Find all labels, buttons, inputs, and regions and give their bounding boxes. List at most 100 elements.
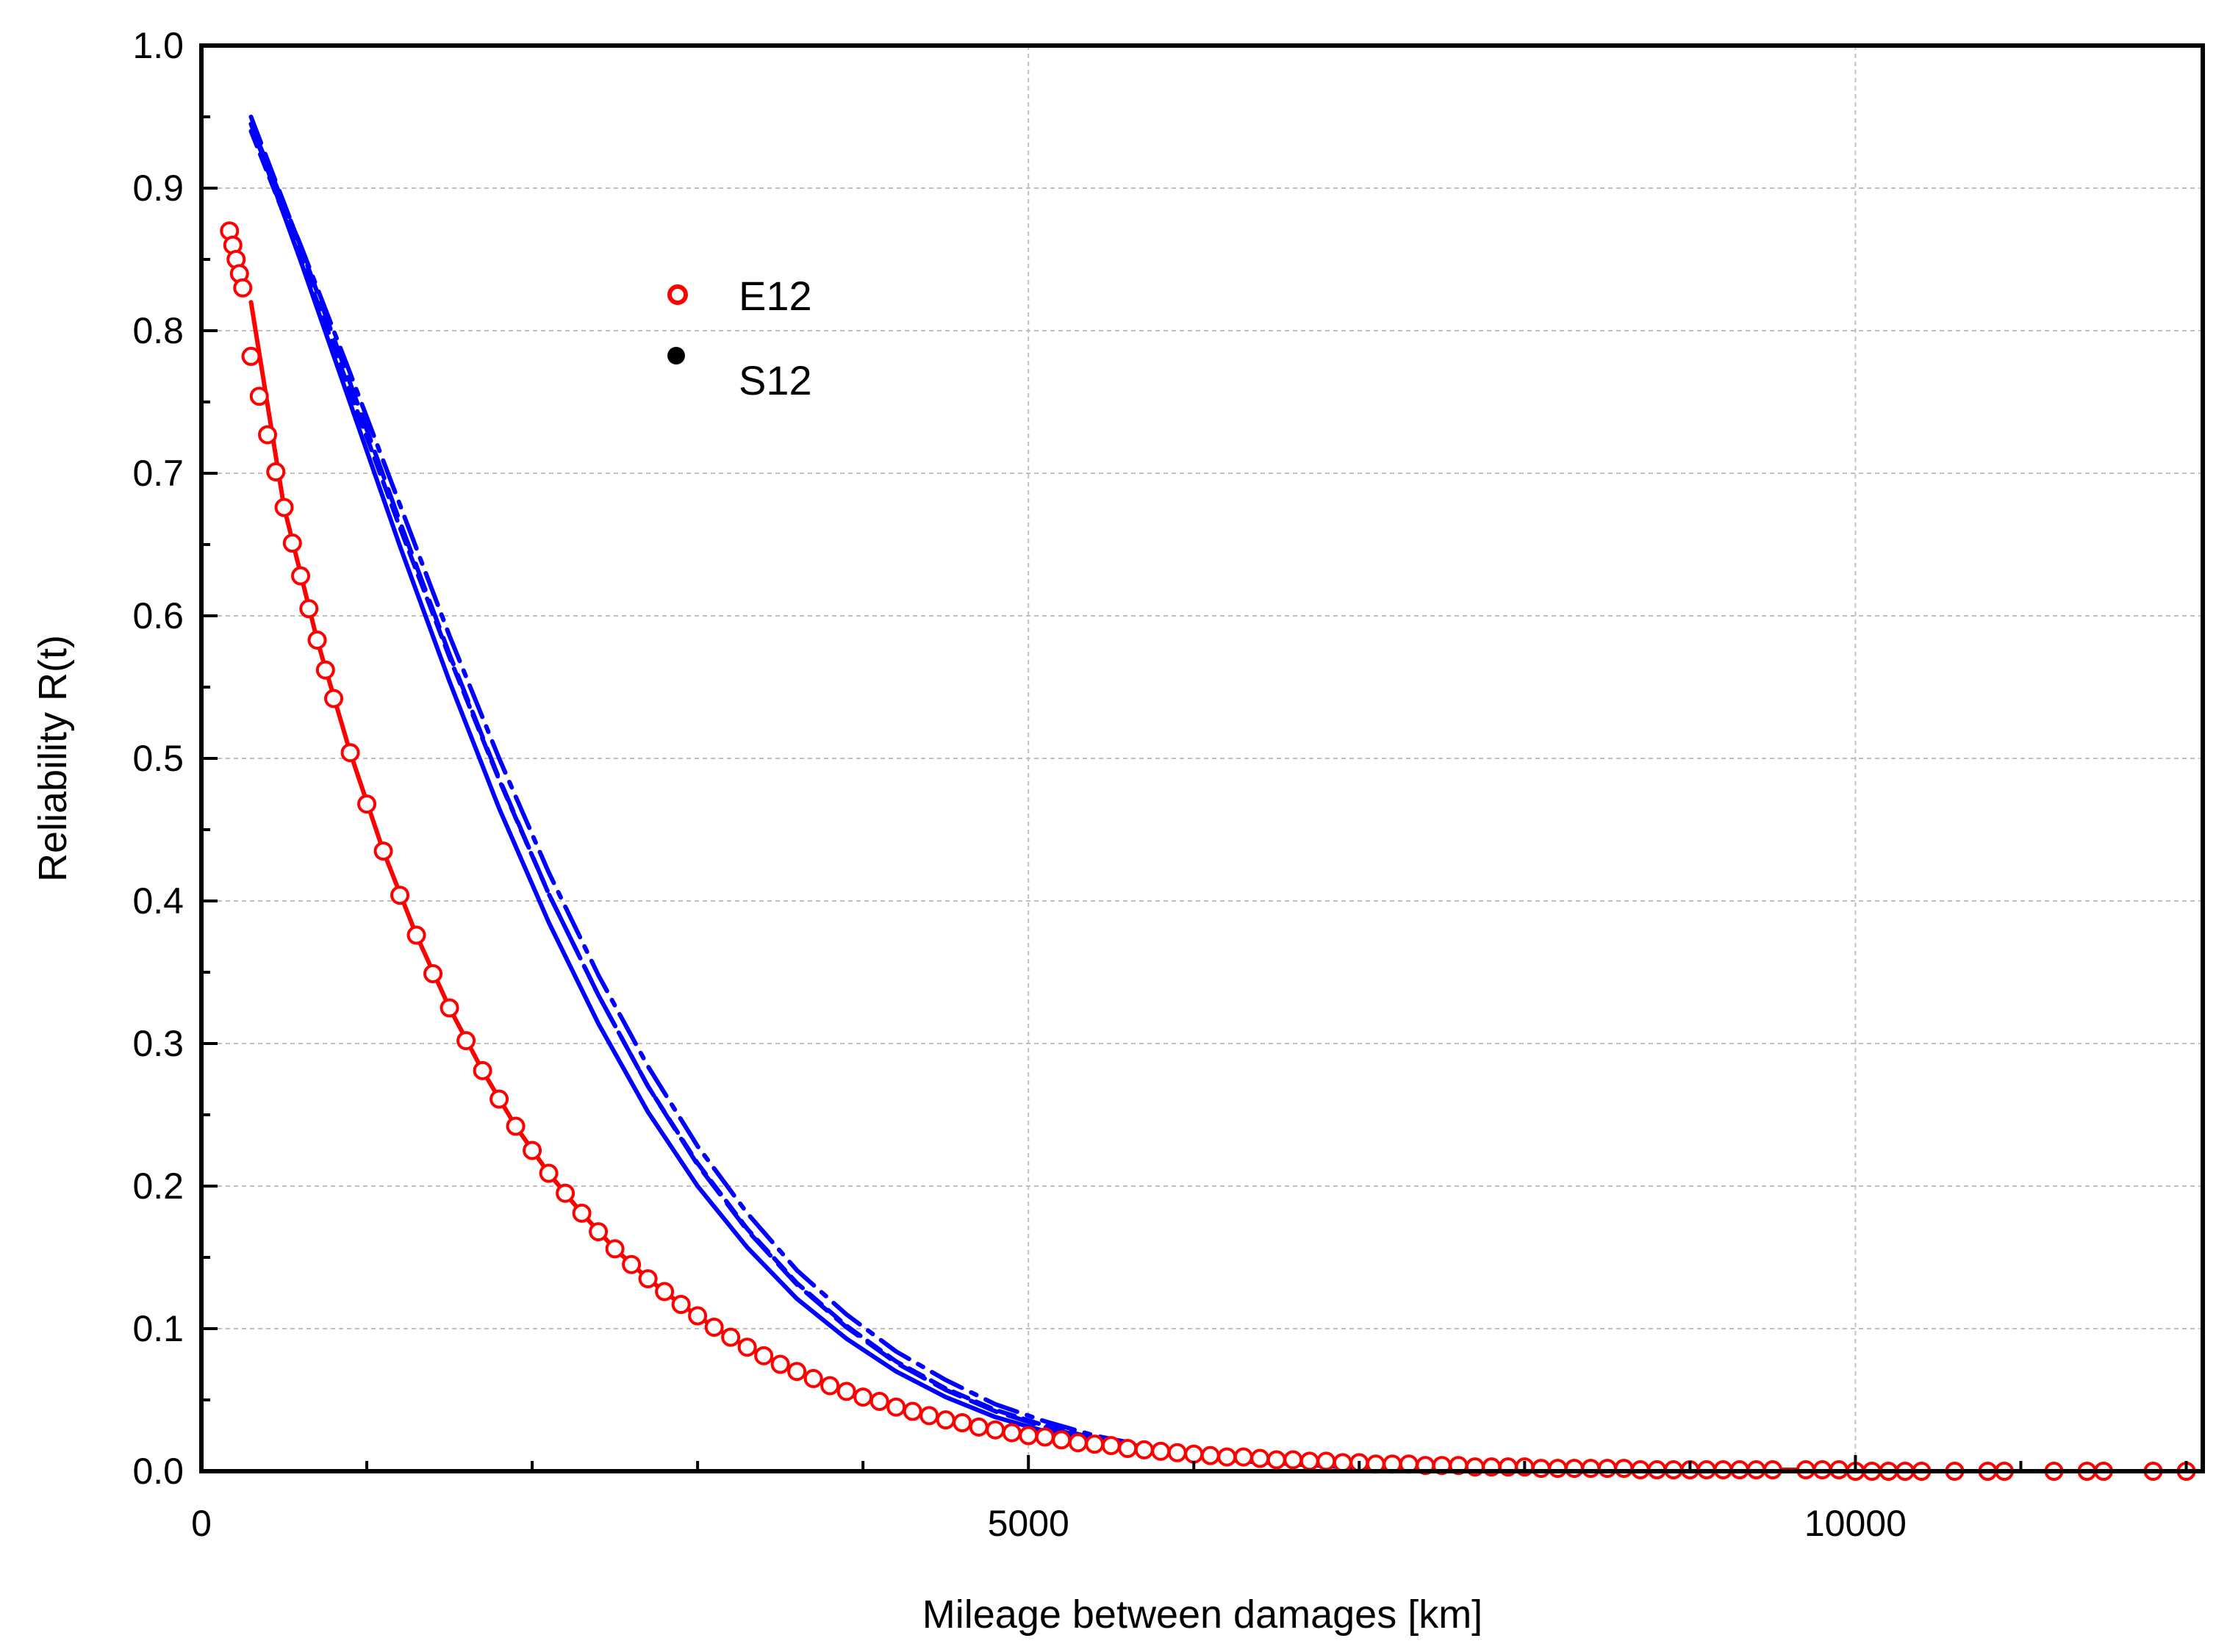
y-tick-label: 1.0 [132,25,184,66]
point-e12 [770,1354,790,1374]
point-e12 [241,346,261,366]
point-e12 [1134,1440,1154,1459]
point-e12 [1233,1447,1253,1467]
point-e12 [969,1417,989,1437]
point-e12 [556,1183,575,1203]
point-e12 [1167,1443,1187,1462]
point-e12 [539,1163,559,1183]
point-e12 [853,1387,873,1407]
point-e12 [1085,1434,1105,1454]
series-layer [220,115,2205,1481]
point-e12 [1548,1459,1568,1479]
point-e12 [1333,1453,1352,1473]
point-e12 [1019,1426,1039,1446]
point-e12 [655,1282,675,1301]
point-e12 [1266,1450,1286,1470]
point-e12 [373,841,393,861]
point-e12 [406,925,426,945]
point-e12 [1597,1459,1617,1479]
point-e12 [1200,1446,1220,1465]
point-e12 [737,1337,757,1357]
point-e12 [986,1420,1005,1440]
point-e12 [1614,1459,1634,1479]
point-e12 [423,963,443,983]
grid-layer [201,46,2203,1471]
point-e12 [307,630,327,650]
point-e12 [820,1376,840,1396]
point-e12 [589,1222,609,1242]
point-e12 [315,660,335,680]
point-e12 [274,498,294,517]
point-e12 [754,1346,774,1365]
x-axis-title: Mileage between damages [km] [922,1592,1482,1637]
point-e12 [233,278,253,298]
point-e12 [299,599,319,619]
legend-label-s12: S12 [739,357,812,403]
point-e12 [1581,1459,1601,1479]
point-e12 [1283,1450,1303,1470]
y-tick-label: 0.9 [132,168,184,209]
point-e12 [605,1239,625,1259]
series-line-6 [248,129,1792,1473]
point-e12 [523,1141,542,1160]
point-e12 [1184,1444,1204,1464]
x-tick-label: 0 [191,1503,212,1544]
point-e12 [688,1306,708,1326]
point-e12 [803,1368,823,1388]
point-e12 [886,1397,906,1417]
point-e12 [258,425,278,445]
point-e12 [903,1401,922,1421]
y-axis-title: Reliability R(t) [31,635,75,882]
point-e12 [1118,1438,1138,1458]
point-e12 [490,1089,509,1109]
point-e12 [506,1116,526,1136]
legend-marker-s12 [667,347,685,364]
point-e12 [836,1382,856,1401]
point-e12 [340,743,360,763]
series-line-4 [248,115,1792,1473]
y-tick-label: 0.2 [132,1166,184,1207]
point-e12 [324,689,344,708]
point-e12 [721,1327,741,1347]
point-e12 [1299,1451,1319,1471]
point-e12 [1035,1427,1055,1447]
label-layer: 0 5000 10000 0.0 0.1 0.2 0.3 0.4 0.5 0.6 0.7 0.8 0.9… [132,25,1906,1544]
point-e12 [390,886,410,905]
legend-label-e12: E12 [739,273,812,319]
point-e12 [1002,1423,1022,1443]
point-e12 [249,387,269,406]
point-e12 [291,566,311,586]
point-e12 [704,1318,724,1337]
point-e12 [572,1203,592,1223]
x-tick-label: 5000 [988,1503,1069,1544]
series-line-5 [248,121,1792,1473]
point-e12 [787,1362,807,1382]
y-tick-label: 0.6 [132,595,184,636]
point-e12 [1068,1433,1088,1453]
y-tick-label: 0.7 [132,453,184,494]
point-e12 [1250,1448,1270,1468]
y-tick-label: 0.8 [132,310,184,351]
point-e12 [1531,1459,1551,1479]
y-tick-label: 0.4 [132,880,184,922]
point-e12 [357,794,377,814]
point-e12 [622,1254,642,1274]
series-line-3 [248,121,1792,1473]
y-tick-label: 0.3 [132,1023,184,1064]
y-tick-label: 0.1 [132,1308,184,1349]
point-e12 [1101,1436,1121,1456]
point-e12 [266,462,286,482]
point-e12 [1151,1441,1171,1461]
point-e12 [671,1295,691,1315]
point-e12 [473,1060,492,1080]
point-e12 [919,1406,939,1426]
x-tick-label: 10000 [1804,1503,1907,1544]
point-e12 [1217,1447,1237,1467]
tick-layer [200,44,2188,1473]
y-tick-label: 0.5 [132,738,184,779]
y-tick-label: 0.0 [132,1451,184,1492]
legend: E12 S12 [667,273,812,403]
point-e12 [1052,1430,1072,1450]
point-e12 [869,1391,889,1411]
